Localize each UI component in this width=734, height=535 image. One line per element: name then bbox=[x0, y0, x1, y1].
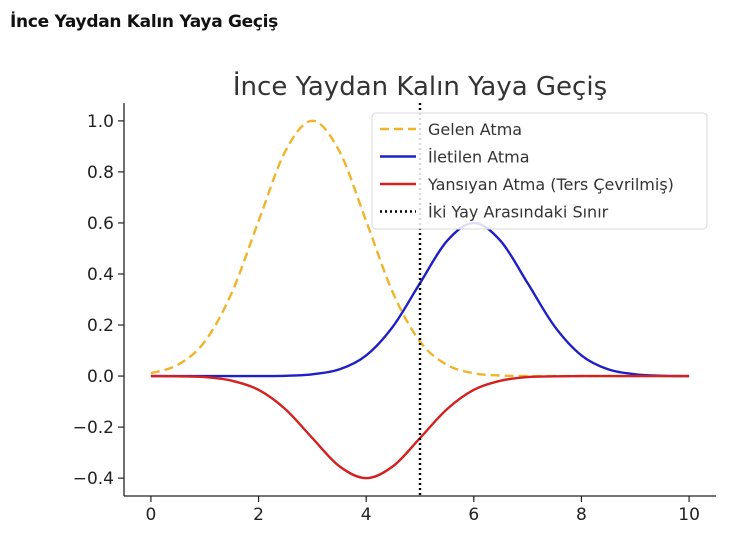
legend-label: İletilen Atma bbox=[428, 148, 530, 167]
x-tick-label: 10 bbox=[678, 505, 700, 525]
series-line-2 bbox=[150, 374, 690, 480]
x-tick-label: 2 bbox=[253, 505, 264, 525]
y-tick-label: 1.0 bbox=[87, 112, 114, 132]
page-heading: İnce Yaydan Kalın Yaya Geçiş bbox=[10, 12, 278, 32]
x-tick-label: 8 bbox=[576, 505, 587, 525]
y-tick-label: 0.0 bbox=[87, 367, 114, 387]
axes: 0 2 4 6 8 10 −0.4 −0.2 0.0 0.2 0.4 0.6 0.8 1.0 bbox=[73, 103, 716, 525]
y-tick-label: 0.2 bbox=[87, 316, 114, 336]
y-tick-label: 0.6 bbox=[87, 214, 114, 234]
y-tick-label: −0.2 bbox=[73, 418, 114, 438]
legend-label: İki Yay Arasındaki Sınır bbox=[428, 203, 609, 222]
chart-title: İnce Yaydan Kalın Yaya Geçiş bbox=[233, 70, 607, 102]
y-tick-label: 0.4 bbox=[87, 265, 114, 285]
series-line-0 bbox=[150, 119, 690, 378]
legend: Gelen Atma İletilen Atma Yansıyan Atma (Te… bbox=[371, 112, 708, 230]
legend-label: Gelen Atma bbox=[428, 120, 522, 139]
x-tick-label: 6 bbox=[468, 505, 479, 525]
legend-box bbox=[371, 112, 708, 230]
y-tick-label: −0.4 bbox=[73, 469, 114, 489]
x-tick-label: 4 bbox=[361, 505, 372, 525]
y-tick-label: 0.8 bbox=[87, 163, 114, 183]
x-tick-label: 0 bbox=[145, 505, 156, 525]
legend-label: Yansıyan Atma (Ters Çevrilmiş) bbox=[427, 175, 674, 194]
